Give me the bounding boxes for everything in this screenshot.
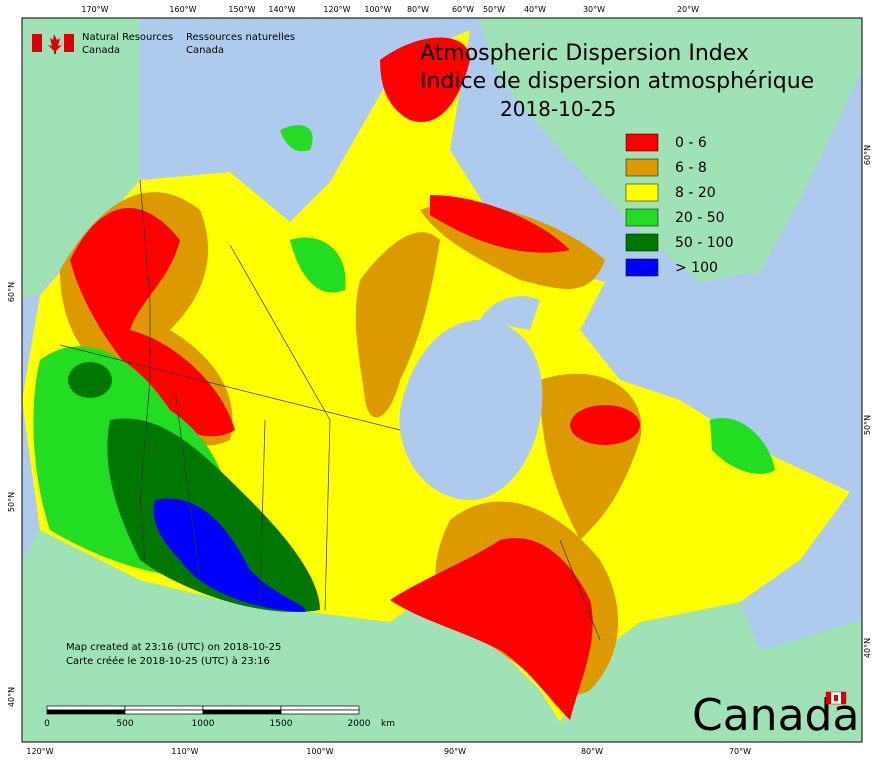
scale-label: 500 [116, 719, 133, 729]
scale-segment [280, 709, 360, 715]
flag-bar [64, 34, 74, 52]
left-latitude: 50°N [7, 492, 16, 512]
agency-fr-country: Canada [186, 45, 224, 56]
zone-green [710, 418, 775, 474]
legend-label: 0 - 6 [675, 135, 707, 151]
top-longitude: 80°W [407, 5, 429, 14]
title-fr: Indice de dispersion atmosphérique [420, 69, 814, 94]
legend-swatch [625, 258, 659, 277]
bottom-longitude: 100°W [306, 747, 333, 756]
zone-red [70, 207, 235, 437]
bottom-longitude: 120°W [26, 747, 53, 756]
scale-unit: km [381, 719, 395, 729]
maple-leaf [48, 34, 62, 54]
greenland [478, 18, 862, 282]
scale-label: 0 [44, 719, 50, 729]
title-en: Atmospheric Dispersion Index [420, 41, 749, 66]
right-latitude: 40°N [863, 638, 872, 658]
scale-segment [124, 705, 204, 711]
top-longitude: 100°W [364, 5, 391, 14]
legend-label: 50 - 100 [675, 235, 734, 251]
top-longitude: 30°W [583, 5, 605, 14]
bottom-longitude: 90°W [444, 747, 466, 756]
agency-fr: Ressources naturelles [186, 32, 295, 43]
scale-segment [124, 709, 204, 715]
zone-green [290, 237, 346, 293]
zone-red [430, 195, 570, 253]
left-latitude: 60°N [7, 282, 16, 302]
boundary [59, 344, 401, 431]
legend: 0 - 6 6 - 8 8 - 20 20 - 50 50 - 100 > 100 [625, 133, 734, 277]
scale-segment [46, 709, 126, 715]
boundary [559, 539, 601, 641]
scale-label: 2000 [348, 719, 371, 729]
agency-en-country: Canada [82, 45, 120, 56]
scale-segment [202, 705, 282, 711]
scale-segment [280, 705, 360, 711]
zone-green [280, 125, 313, 152]
scale-segment [202, 709, 282, 715]
boundary [259, 419, 266, 601]
legend-swatch [625, 158, 659, 177]
boundary [139, 179, 151, 561]
zone-orange [355, 232, 440, 418]
zone-red [570, 405, 640, 445]
top-longitude: 160°W [169, 5, 196, 14]
top-longitude: 140°W [268, 5, 295, 14]
canada-wordmark: Canada [692, 690, 859, 741]
right-latitude: 50°N [863, 415, 872, 435]
legend-swatch [625, 208, 659, 227]
top-longitude: 40°W [524, 5, 546, 14]
credit-en: Map created at 23:16 (UTC) on 2018-10-25 [66, 642, 281, 653]
zone-darkgreen [107, 418, 320, 612]
boundary [229, 244, 331, 421]
flag-bar [32, 34, 42, 52]
map-frame [21, 17, 863, 743]
scale-bar: 0 500 1000 1500 2000 km [44, 705, 395, 729]
boundaries [59, 179, 601, 641]
zone-darkgreen [68, 362, 112, 398]
legend-label: 6 - 8 [675, 160, 707, 176]
wordmark-flag-leaf [834, 695, 838, 701]
legend-swatch [625, 183, 659, 202]
map-area [21, 17, 863, 743]
alaska [22, 18, 140, 300]
united-states [22, 530, 862, 742]
zone-blue [153, 498, 306, 612]
zone-red [380, 37, 470, 122]
bottom-longitude: 70°W [729, 747, 751, 756]
hudson-bay [399, 296, 543, 500]
legend-swatch [625, 133, 659, 152]
title-date: 2018-10-25 [500, 97, 616, 121]
boundary [174, 389, 201, 581]
top-longitude: 120°W [323, 5, 350, 14]
graticule-labels: 170°W 160°W 150°W 140°W 120°W 100°W 80°W 60°W 50… [7, 5, 872, 756]
bottom-longitude: 80°W [581, 747, 603, 756]
scale-label: 1500 [270, 719, 293, 729]
right-latitude: 60°N [863, 145, 872, 165]
top-longitude: 150°W [228, 5, 255, 14]
scale-label: 1000 [192, 719, 215, 729]
boundary [324, 419, 331, 611]
legend-swatch [625, 233, 659, 252]
top-longitude: 60°W [452, 5, 474, 14]
scale-segment [46, 705, 126, 711]
legend-label: > 100 [675, 260, 718, 276]
left-latitude: 40°N [7, 687, 16, 707]
credit-fr: Carte créée le 2018-10-25 (UTC) à 23:16 [66, 655, 270, 667]
agency-logo: Natural Resources Canada Ressources natu… [32, 32, 295, 56]
top-longitude: 20°W [677, 5, 699, 14]
wordmark-flag-bar [826, 692, 831, 704]
legend-label: 8 - 20 [675, 185, 716, 201]
bottom-longitude: 110°W [171, 747, 198, 756]
zone-red [390, 538, 593, 720]
legend-label: 20 - 50 [675, 210, 725, 226]
index-zones [33, 37, 775, 720]
agency-en: Natural Resources [82, 32, 173, 43]
top-longitude: 50°W [483, 5, 505, 14]
top-longitude: 170°W [81, 5, 108, 14]
wordmark-flag-bar [841, 692, 846, 704]
